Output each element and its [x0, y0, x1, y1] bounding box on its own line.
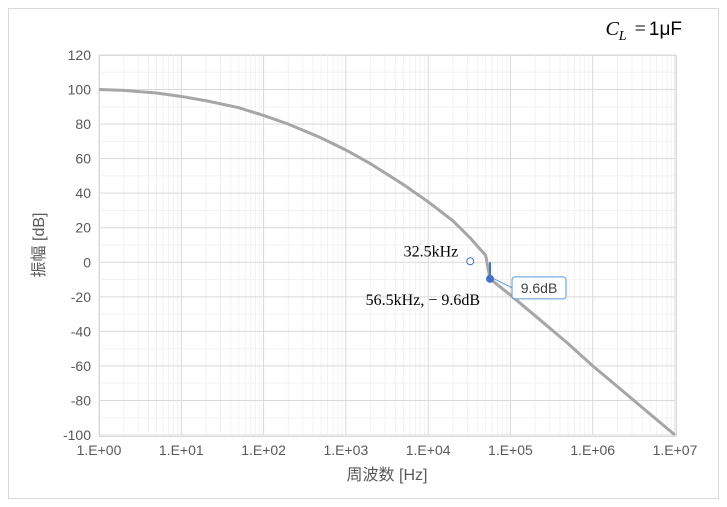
figure: CL =1μF β=0.5 1.E+001.E+011.E+021.E+031.… [0, 0, 727, 507]
y-axis-title: 振幅 [dB] [30, 213, 48, 278]
x-tick-label: 1.E+04 [406, 442, 451, 458]
callout-text: 9.6dB [521, 280, 558, 296]
x-tick-label: 1.E+00 [77, 442, 122, 458]
x-tick-label: 1.E+05 [488, 442, 533, 458]
y-tick-label: 0 [83, 254, 91, 270]
y-tick-label: 60 [75, 151, 91, 167]
x-tick-label: 1.E+07 [653, 442, 698, 458]
y-tick-label: -40 [71, 323, 91, 339]
x-tick-label: 1.E+03 [323, 442, 368, 458]
y-tick-label: 120 [68, 47, 92, 63]
chart-svg: 1.E+00 1.E+01 1.E+02 1.E+03 1.E+04 1.E+05 1.E+… [0, 0, 727, 507]
y-tick-label: 40 [75, 185, 91, 201]
marker-label: 56.5kHz, − 9.6dB [366, 292, 480, 309]
y-tick-label: -100 [63, 427, 91, 443]
y-tick-label: 80 [75, 116, 91, 132]
y-tick-label: 100 [68, 82, 92, 98]
x-tick-label: 1.E+01 [159, 442, 204, 458]
y-tick-label: -80 [71, 392, 91, 408]
x-axis-title: 周波数 [Hz] [347, 466, 428, 484]
y-tick-label: -60 [71, 358, 91, 374]
data-marker [486, 275, 494, 283]
x-tick-label: 1.E+06 [570, 442, 615, 458]
x-tick-label: 1.E+02 [241, 442, 286, 458]
zero-cross-label: 32.5kHz [404, 243, 459, 260]
y-tick-label: 20 [75, 220, 91, 236]
y-tick-label: -20 [71, 289, 91, 305]
zero-cross-marker [467, 258, 474, 265]
